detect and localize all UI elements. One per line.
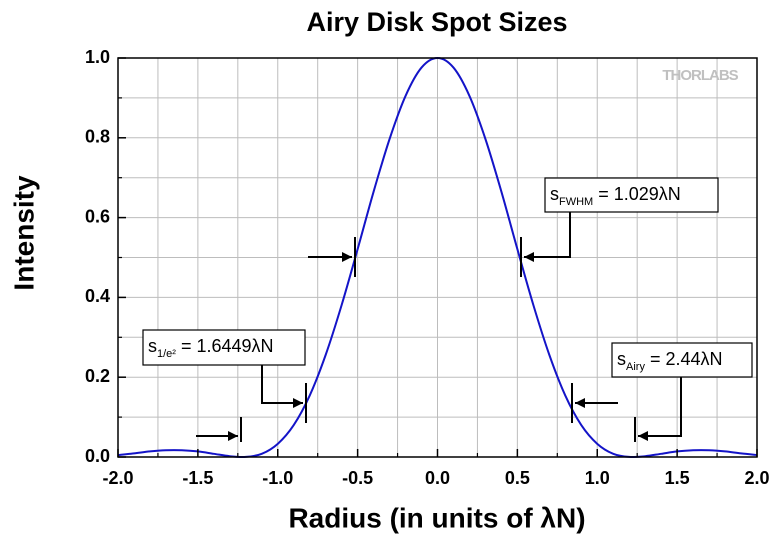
annotation-rest: = 1.029λN — [593, 184, 681, 204]
arrow — [261, 365, 303, 408]
x-tick-label: 0.5 — [505, 468, 530, 488]
annotation-main: s — [148, 336, 157, 356]
annotation-sub: Airy — [626, 361, 645, 373]
annotation: sAiry = 2.44λN — [617, 349, 723, 373]
x-tick-label: 1.5 — [665, 468, 690, 488]
y-tick-label: 0.8 — [85, 127, 110, 147]
annotation-main: s — [550, 184, 559, 204]
y-tick-label: 0.2 — [85, 366, 110, 386]
x-tick-label: 1.0 — [585, 468, 610, 488]
watermark: THORLABS — [662, 67, 738, 84]
annotation-rest: = 2.44λN — [645, 349, 723, 369]
annotation-main: s — [617, 349, 626, 369]
chart-title: Airy Disk Spot Sizes — [306, 7, 567, 37]
arrow — [638, 377, 682, 441]
annotation-box — [611, 342, 753, 378]
annotation-sub: FWHM — [559, 196, 593, 208]
y-tick-label: 0.0 — [85, 446, 110, 466]
y-tick-label: 1.0 — [85, 47, 110, 67]
x-tick-label: 2.0 — [744, 468, 769, 488]
y-tick-label: 0.4 — [85, 286, 110, 306]
annotation-arrows — [196, 212, 682, 442]
y-tick-label: 0.6 — [85, 206, 110, 226]
axes: -2.0 -1.5 -1.0 -0.5 0.0 0.5 1.0 1.5 2.0 0.0 0.2 0.4… — [85, 47, 770, 488]
annotation-sub: 1/e² — [157, 348, 176, 360]
annotation: s1/e² = 1.6449λN — [148, 336, 274, 360]
x-tick-label: -0.5 — [342, 468, 373, 488]
annotation-box — [142, 329, 306, 366]
y-axis-label: Intensity — [8, 175, 39, 291]
arrow — [524, 212, 571, 262]
annotation-rest: = 1.6449λN — [176, 336, 274, 356]
x-tick-label: -1.0 — [262, 468, 293, 488]
x-tick-label: -2.0 — [102, 468, 133, 488]
x-axis-label: Radius (in units of λN) — [288, 502, 585, 533]
annotation-box — [544, 177, 719, 213]
annotation-boxes: sFWHM = 1.029λN s1/e² = 1.6449λN sAiry =… — [142, 177, 753, 378]
x-tick-label: 0.0 — [425, 468, 450, 488]
annotation: sFWHM = 1.029λN — [550, 184, 681, 208]
x-tick-label: -1.5 — [182, 468, 213, 488]
